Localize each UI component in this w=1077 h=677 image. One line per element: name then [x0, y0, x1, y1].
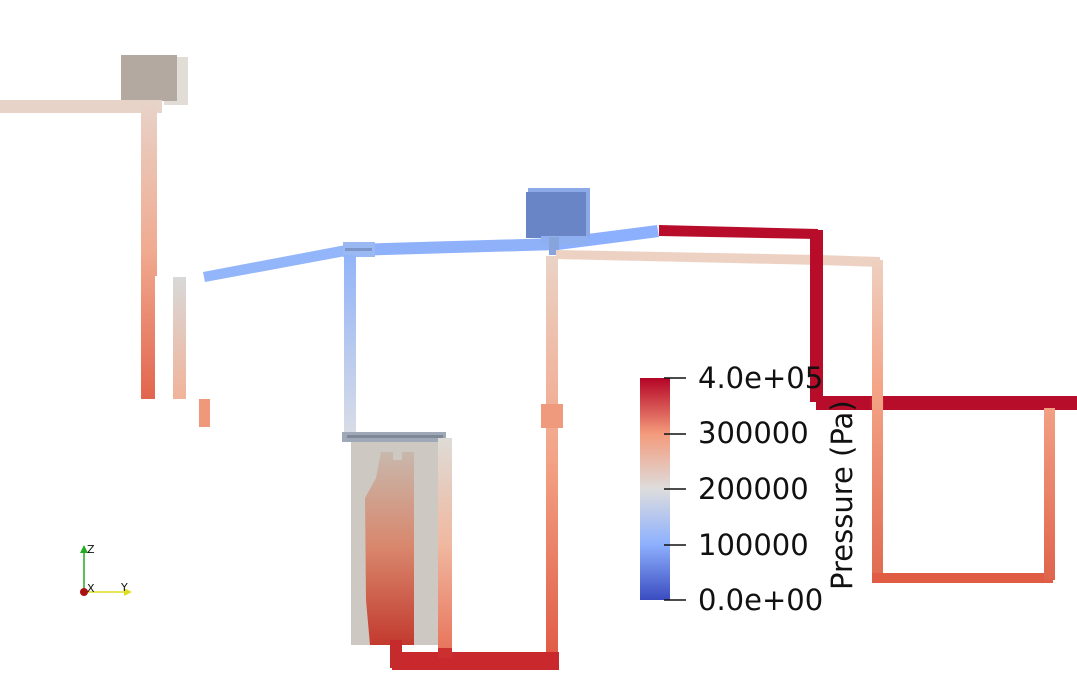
bottom-header-tip: [438, 648, 452, 658]
left-riser-pipe: [141, 104, 157, 399]
center-tank-base: [541, 236, 587, 245]
left-riser-secondary: [173, 277, 186, 399]
blue-line-left-segment: [203, 244, 351, 282]
colorbar-tick-label-1: 300000: [698, 416, 809, 450]
left-tank: [121, 55, 177, 101]
reservoir-side-pipe: [438, 438, 452, 650]
center-tank-nozzle: [549, 237, 559, 255]
reservoir-top-bar: [347, 435, 443, 438]
y-axis-label: Y: [120, 581, 128, 594]
colorbar-tick-label-0: 4.0e+05: [698, 361, 823, 395]
return-line-horizontal: [556, 250, 880, 267]
colorbar-tick-label-3: 100000: [698, 528, 809, 562]
middle-riser-pipe: [546, 256, 558, 660]
colorbar-tick-label-2: 200000: [698, 472, 809, 506]
discharge-drop-pipe: [810, 230, 823, 402]
z-axis-arrow: [80, 545, 88, 553]
left-riser-white-gap: [155, 276, 161, 400]
center-tank: [526, 192, 586, 238]
blue-line-middle-segment: [351, 238, 558, 256]
z-axis-label: Z: [87, 543, 95, 556]
reservoir-core: [365, 452, 414, 645]
bottom-header-drop: [390, 640, 402, 668]
bottom-header-pipe: [392, 652, 559, 670]
x-axis-label: X: [87, 582, 95, 595]
left-header-pipe: [0, 100, 162, 113]
blue-suction-line: [203, 188, 659, 433]
right-loop: [872, 260, 1055, 583]
orientation-axes: Z Y X: [80, 543, 132, 596]
colorbar-tick-label-4: 0.0e+00: [698, 583, 823, 617]
reservoir-assembly: [342, 432, 559, 670]
middle-riser-fitting: [541, 404, 563, 428]
blue-junction-bar: [345, 248, 372, 251]
blue-drop-pipe: [344, 255, 356, 433]
left-small-fitting: [199, 399, 210, 427]
right-return-bottom: [872, 573, 1053, 583]
right-return-drop: [872, 260, 883, 580]
x-axis-point: [80, 588, 88, 596]
y-axis-arrow: [124, 588, 132, 596]
colorbar: 4.0e+05 300000 200000 100000 0.0e+00 Pre…: [640, 361, 859, 617]
left-tank-assembly: [0, 55, 210, 427]
discharge-top-segment: [659, 225, 818, 239]
far-right-riser: [1044, 408, 1055, 580]
colorbar-title: Pressure (Pa): [825, 400, 859, 590]
